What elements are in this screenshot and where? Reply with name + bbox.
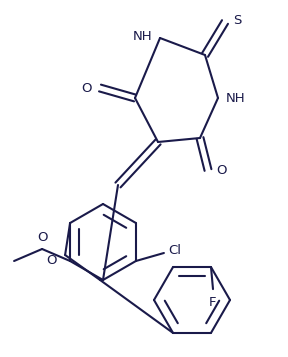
Text: NH: NH [226,91,246,105]
Text: NH: NH [132,30,152,42]
Text: O: O [82,81,92,95]
Text: O: O [37,231,47,244]
Text: F: F [209,296,217,309]
Text: Cl: Cl [168,243,181,256]
Text: O: O [216,164,226,176]
Text: O: O [47,253,57,266]
Text: S: S [233,14,241,26]
